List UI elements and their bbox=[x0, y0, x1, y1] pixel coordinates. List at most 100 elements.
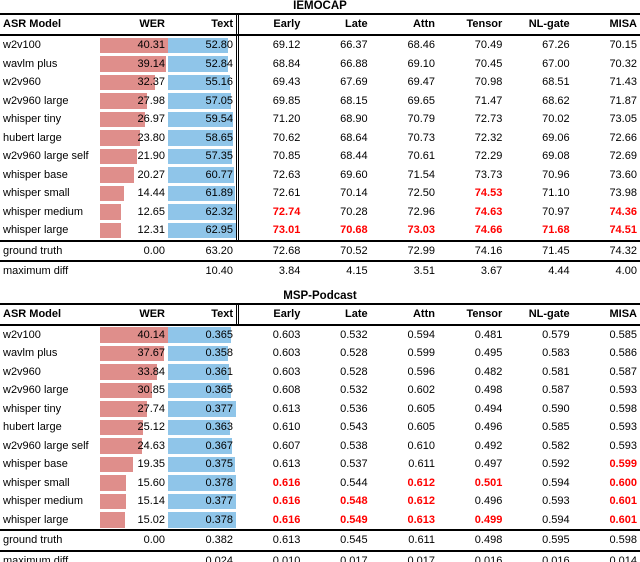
value-cell-early-text: 0.616 bbox=[272, 495, 301, 507]
wer-cell-text: 33.84 bbox=[137, 365, 165, 378]
value-cell-tensor-text: 72.32 bbox=[474, 131, 503, 144]
value-cell-misa-text: 0.598 bbox=[609, 402, 637, 415]
model-cell-text: whisper base bbox=[3, 458, 68, 470]
value-cell-late-text: 70.28 bbox=[340, 205, 368, 218]
value-cell-late-text: 70.52 bbox=[340, 244, 368, 257]
text-cell: 0.365 bbox=[168, 381, 236, 400]
wer-cell: 23.80 bbox=[100, 129, 168, 148]
text-cell-text: 55.16 bbox=[205, 76, 233, 88]
table-title-msp-podcast: MSP-Podcast bbox=[283, 289, 357, 302]
text-cell: 0.378 bbox=[168, 511, 236, 530]
value-cell-nl-gate-text: 0.579 bbox=[542, 328, 570, 341]
model-cell-text: whisper tiny bbox=[3, 113, 62, 125]
value-cell-misa-text: 72.69 bbox=[609, 150, 637, 162]
value-cell-early-text: 0.010 bbox=[272, 554, 301, 562]
table-grid-iemocap: ASR Model WER Text Early Late Attn Tensor NL-ga… bbox=[0, 13, 640, 281]
table-row: wavlm plus 37.67 0.358 0.603 0.528 0.599 0.495… bbox=[0, 344, 640, 363]
value-cell-nl-gate-text: 0.592 bbox=[542, 458, 570, 470]
wer-cell: 27.74 bbox=[100, 400, 168, 419]
wer-cell: 12.65 bbox=[100, 203, 168, 222]
value-cell-nl-gate: 70.97 bbox=[505, 203, 572, 222]
table-row: whisper base 20.27 60.77 72.63 69.60 71.54 73.… bbox=[0, 165, 640, 185]
column-header-nl-gate-text: NL-gate bbox=[528, 307, 570, 320]
value-cell-attn-text: 69.10 bbox=[407, 57, 435, 70]
value-cell-tensor-text: 70.45 bbox=[474, 57, 503, 70]
value-cell-attn: 71.54 bbox=[371, 166, 438, 185]
value-cell-early: 0.613 bbox=[236, 531, 303, 550]
wer-cell-text: 39.14 bbox=[137, 57, 165, 70]
value-cell-tensor-text: 0.481 bbox=[474, 328, 503, 341]
value-cell-misa-text: 0.585 bbox=[609, 328, 637, 341]
value-cell-tensor: 0.496 bbox=[438, 492, 505, 511]
value-cell-misa: 0.586 bbox=[573, 344, 640, 363]
wer-cell-text: 12.31 bbox=[137, 224, 165, 236]
column-header-misa-text: MISA bbox=[609, 18, 637, 30]
model-cell-text: whisper small bbox=[3, 187, 70, 199]
value-cell-attn-text: 73.03 bbox=[407, 224, 435, 236]
value-cell-attn: 0.611 bbox=[371, 531, 438, 550]
column-header-text-text: Text bbox=[211, 307, 233, 320]
text-cell-text: 0.378 bbox=[205, 476, 233, 489]
value-cell-tensor-text: 0.499 bbox=[474, 513, 503, 526]
value-cell-late: 0.528 bbox=[303, 344, 370, 363]
value-cell-nl-gate-text: 70.96 bbox=[542, 168, 570, 181]
column-header-asr-model-text: ASR Model bbox=[3, 307, 62, 320]
model-cell: whisper large bbox=[0, 221, 100, 240]
wer-cell-text: 21.90 bbox=[137, 150, 165, 162]
value-cell-early-text: 69.85 bbox=[272, 94, 301, 107]
value-cell-attn: 0.017 bbox=[371, 552, 438, 562]
wer-cell bbox=[100, 262, 168, 281]
value-cell-attn: 68.46 bbox=[371, 36, 438, 55]
model-cell-text: whisper medium bbox=[3, 205, 84, 218]
value-cell-late: 0.548 bbox=[303, 492, 370, 511]
text-cell-text: 0.361 bbox=[205, 365, 233, 378]
table-row: w2v960 large self 21.90 57.35 70.85 68.44 70.… bbox=[0, 147, 640, 166]
table-row: whisper large 15.02 0.378 0.616 0.549 0.613 0.… bbox=[0, 511, 640, 530]
table-title-iemocap: IEMOCAP bbox=[293, 0, 347, 12]
value-cell-tensor-text: 74.63 bbox=[474, 205, 503, 218]
value-cell-early: 0.610 bbox=[236, 418, 303, 437]
value-cell-nl-gate-text: 70.02 bbox=[542, 113, 570, 125]
value-cell-tensor: 70.49 bbox=[438, 36, 505, 55]
text-databar bbox=[168, 204, 236, 220]
value-cell-attn-text: 0.605 bbox=[407, 402, 435, 415]
table-grid-msp-podcast: ASR Model WER Text Early Late Attn Tensor NL-ga… bbox=[0, 302, 640, 562]
table-row: w2v100 40.31 52.80 69.12 66.37 68.46 70.49 67.2… bbox=[0, 36, 640, 55]
value-cell-late: 0.528 bbox=[303, 363, 370, 382]
value-cell-late-text: 0.536 bbox=[340, 402, 368, 415]
text-cell-text: 52.84 bbox=[205, 57, 233, 70]
column-header-tensor: Tensor bbox=[438, 305, 505, 324]
value-cell-misa: 73.05 bbox=[573, 110, 640, 129]
value-cell-misa: 0.601 bbox=[573, 492, 640, 511]
value-cell-late-text: 0.532 bbox=[340, 328, 368, 341]
value-cell-attn-text: 0.605 bbox=[407, 421, 435, 433]
wer-cell-text: 30.85 bbox=[137, 384, 165, 396]
value-cell-early-text: 71.20 bbox=[272, 113, 301, 125]
value-cell-attn: 0.611 bbox=[371, 455, 438, 474]
value-cell-late: 70.52 bbox=[303, 242, 370, 261]
value-cell-late: 0.545 bbox=[303, 531, 370, 550]
value-cell-early-text: 72.74 bbox=[272, 205, 301, 218]
value-cell-late: 68.15 bbox=[303, 92, 370, 111]
value-cell-early-text: 72.63 bbox=[272, 168, 301, 181]
text-cell: 62.95 bbox=[168, 221, 236, 240]
value-cell-late-text: 0.544 bbox=[340, 476, 368, 489]
value-cell-late-text: 67.69 bbox=[340, 76, 368, 88]
wer-cell: 0.00 bbox=[100, 531, 168, 550]
value-cell-early-text: 0.616 bbox=[272, 476, 301, 489]
value-cell-early-text: 0.613 bbox=[272, 458, 301, 470]
value-cell-misa: 72.66 bbox=[573, 129, 640, 148]
value-cell-misa-text: 0.593 bbox=[609, 384, 637, 396]
value-cell-tensor-text: 0.501 bbox=[474, 476, 503, 489]
value-cell-attn: 70.73 bbox=[371, 129, 438, 148]
value-cell-early: 69.12 bbox=[236, 36, 303, 55]
column-header-wer: WER bbox=[100, 15, 168, 34]
value-cell-tensor: 0.494 bbox=[438, 400, 505, 419]
model-cell: w2v960 large bbox=[0, 92, 100, 111]
column-header-late-text: Late bbox=[345, 307, 368, 320]
value-cell-misa: 70.15 bbox=[573, 36, 640, 55]
wer-cell-text: 15.02 bbox=[137, 513, 165, 526]
value-cell-misa: 0.601 bbox=[573, 511, 640, 530]
text-databar bbox=[168, 148, 232, 164]
